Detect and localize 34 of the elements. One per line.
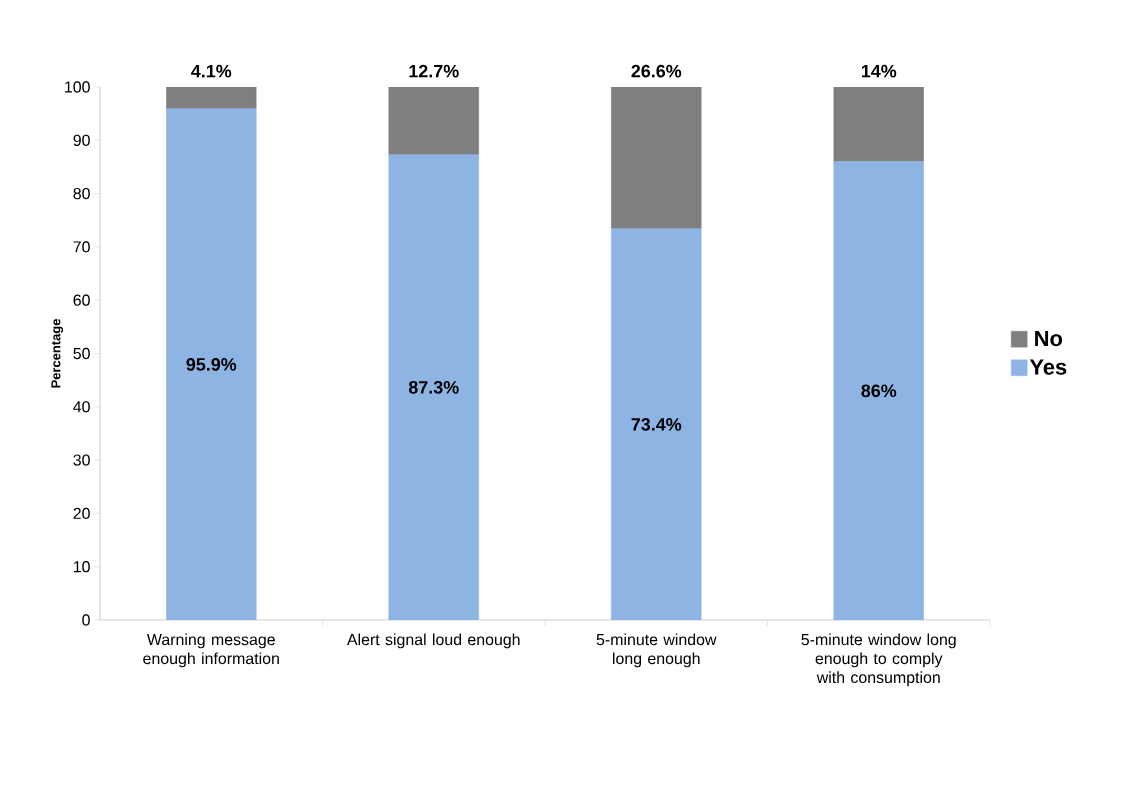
data-label: 4.1% — [191, 64, 232, 78]
data-label: 26.6% — [631, 64, 682, 78]
data-label: 12.7% — [409, 64, 459, 78]
y-tick-label: 80 — [73, 187, 90, 200]
bar — [166, 108, 257, 620]
x-tick-label: Alert signal loud enough — [346, 633, 520, 649]
y-tick-label: 60 — [73, 294, 90, 306]
bar — [611, 228, 702, 620]
y-tick-label: 0 — [82, 614, 90, 626]
x-tick-label: 5-minute window long enough to comply with consumption — [801, 633, 956, 687]
bar — [388, 154, 479, 620]
legend-label: No — [1035, 330, 1063, 347]
y-tick-label: 70 — [73, 241, 90, 253]
bar — [611, 86, 702, 229]
data-label: 86% — [861, 384, 897, 398]
y-tick-label: 50 — [73, 347, 90, 360]
x-tick-label: Warning message enough information — [143, 633, 279, 668]
y-tick-label: 100 — [65, 81, 90, 93]
y-tick-label: 20 — [73, 507, 90, 520]
bar — [388, 86, 479, 155]
data-label: 73.4% — [631, 418, 682, 431]
y-tick-label: 90 — [73, 134, 90, 146]
bar — [833, 161, 924, 620]
bar — [833, 86, 924, 162]
legend-label: Yes — [1029, 359, 1067, 375]
data-label: 95.9% — [186, 358, 237, 371]
y-tick-label: 40 — [73, 401, 90, 413]
data-label: 14% — [861, 64, 897, 78]
y-tick-label: 10 — [73, 561, 90, 573]
bar — [166, 86, 257, 110]
y-axis-title: Percentage — [51, 319, 64, 388]
x-tick-label: 5-minute window long enough — [596, 633, 717, 668]
data-label: 87.3% — [408, 380, 459, 394]
y-tick-label: 30 — [73, 454, 90, 466]
